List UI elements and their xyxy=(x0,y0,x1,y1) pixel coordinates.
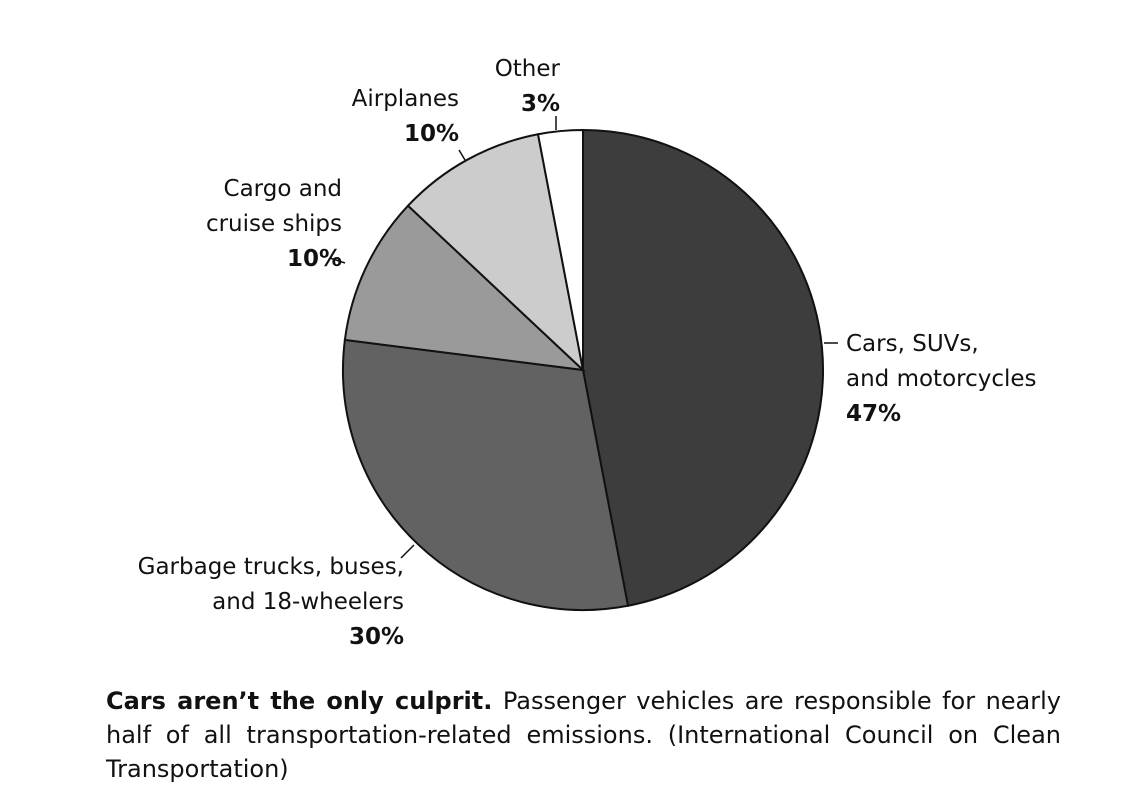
slice-percent-3: 10% xyxy=(404,121,459,147)
caption-title: Cars aren’t the only culprit. xyxy=(106,687,493,715)
pie-slice-2 xyxy=(343,204,586,372)
pie-slices xyxy=(342,128,824,611)
pie-slice-0 xyxy=(582,128,824,607)
pie-slice-1 xyxy=(342,338,630,611)
slice-label-4-line-0: Other xyxy=(495,56,561,82)
leader-line-3 xyxy=(458,149,466,161)
slice-percent-0: 47% xyxy=(846,401,901,427)
caption-text: Passenger vehicles are responsible for n… xyxy=(106,687,1061,783)
slice-label-2-line-0: Cargo and xyxy=(224,176,342,202)
slice-label-0-line-0: Cars, SUVs, xyxy=(846,331,979,357)
slice-label-2-line-1: cruise ships xyxy=(206,211,342,237)
leader-lines xyxy=(329,116,838,559)
figure-caption: Cars aren’t the only culprit. Passenger … xyxy=(106,684,1061,786)
slice-percent-1: 30% xyxy=(349,624,404,650)
slice-percent-4: 3% xyxy=(521,91,560,117)
pie-slice-3 xyxy=(406,133,585,373)
leader-line-2 xyxy=(329,257,346,264)
leader-line-1 xyxy=(400,544,415,559)
slice-label-3-line-0: Airplanes xyxy=(352,86,459,112)
pie-slice-4 xyxy=(536,128,584,371)
slice-labels: Cars, SUVs, and motorcycles 47% Garbage tru… xyxy=(138,56,1037,650)
slice-percent-2: 10% xyxy=(287,246,342,272)
slice-label-0-line-1: and motorcycles xyxy=(846,366,1037,392)
pie-chart: Cars, SUVs, and motorcycles 47% Garbage tru… xyxy=(138,56,1037,650)
slice-label-1-line-1: and 18-wheelers xyxy=(212,589,404,615)
slice-label-1-line-0: Garbage trucks, buses, xyxy=(138,554,404,580)
